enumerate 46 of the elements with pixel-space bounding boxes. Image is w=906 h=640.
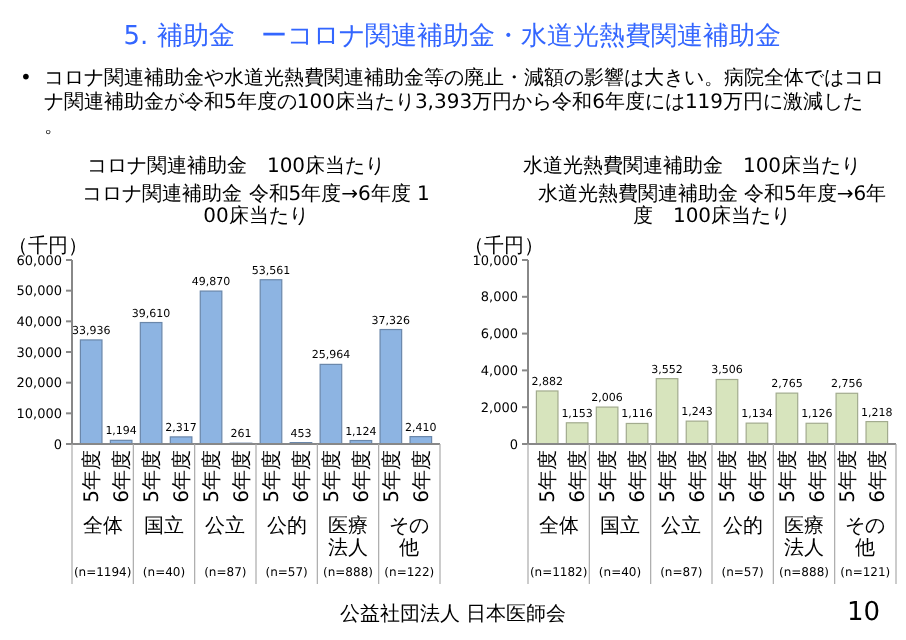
x-tick-label: 6年度 bbox=[409, 450, 434, 503]
x-tick-label: 5年度 bbox=[835, 450, 860, 503]
x-tick-label: 5年度 bbox=[596, 450, 621, 503]
x-tick-label: 5年度 bbox=[715, 450, 740, 503]
x-tick-label: 6年度 bbox=[865, 450, 890, 503]
x-tick-label: 5年度 bbox=[379, 450, 404, 503]
x-tick-label: 6年度 bbox=[349, 450, 374, 503]
y-axis-title: （千円） bbox=[464, 234, 544, 258]
x-tick-label: 5年度 bbox=[656, 450, 681, 503]
x-tick-label: 5年度 bbox=[319, 450, 344, 503]
text: その他 bbox=[389, 516, 430, 560]
x-tick-label: 6年度 bbox=[686, 450, 711, 503]
text: 国立 bbox=[600, 514, 640, 538]
text: その他 bbox=[845, 516, 886, 560]
text: 公的 bbox=[266, 514, 307, 538]
text: 全体 bbox=[538, 514, 579, 538]
text: 公立 bbox=[661, 514, 702, 538]
text: 10 bbox=[846, 598, 880, 628]
x-tick-label: 5年度 bbox=[140, 450, 165, 503]
text: 公益社団法人 日本医師会 bbox=[340, 602, 567, 626]
x-tick-label: 6年度 bbox=[110, 450, 135, 503]
text: 医療法人 bbox=[784, 514, 824, 560]
text: 公的 bbox=[722, 514, 763, 538]
text: 国立 bbox=[144, 514, 184, 538]
chart-subtitle: 水道光熱費関連補助金 令和5年度→6年度 100床当たり bbox=[537, 182, 887, 228]
chart-title: 水道光熱費関連補助金 100床当たり bbox=[522, 154, 862, 178]
x-tick-label: 5年度 bbox=[200, 450, 225, 503]
y-axis-title: （千円） bbox=[8, 234, 88, 258]
x-tick-label: 5年度 bbox=[259, 450, 284, 503]
x-tick-label: 6年度 bbox=[230, 450, 255, 503]
text: 公立 bbox=[205, 514, 246, 538]
text: 全体 bbox=[82, 514, 123, 538]
x-tick-label: 6年度 bbox=[566, 450, 591, 503]
x-tick-label: 6年度 bbox=[745, 450, 770, 503]
x-tick-label: 6年度 bbox=[170, 450, 195, 503]
x-tick-label: 5年度 bbox=[775, 450, 800, 503]
text: 医療法人 bbox=[328, 514, 368, 560]
x-tick-label: 6年度 bbox=[805, 450, 830, 503]
chart-subtitle: コロナ関連補助金 令和5年度→6年度 100床当たり bbox=[82, 182, 430, 228]
x-tick-label: 5年度 bbox=[536, 450, 561, 503]
text: • コロナ関連補助金や水道光熱費関連補助金等の廃止・減額の影響は大きい。病院全体ではコロナ関連補助金が令和5年度の100床当たり3,393万円から令和6年度には119万円に激減した。 bbox=[20, 66, 884, 138]
x-tick-label: 6年度 bbox=[626, 450, 651, 503]
x-tick-label: 6年度 bbox=[289, 450, 314, 503]
x-tick-label: 5年度 bbox=[80, 450, 105, 503]
chart-title: コロナ関連補助金 100床当たり bbox=[86, 154, 386, 178]
text: 5. 補助金 ーコロナ関連補助金・水道光熱費関連補助金 bbox=[123, 22, 781, 52]
